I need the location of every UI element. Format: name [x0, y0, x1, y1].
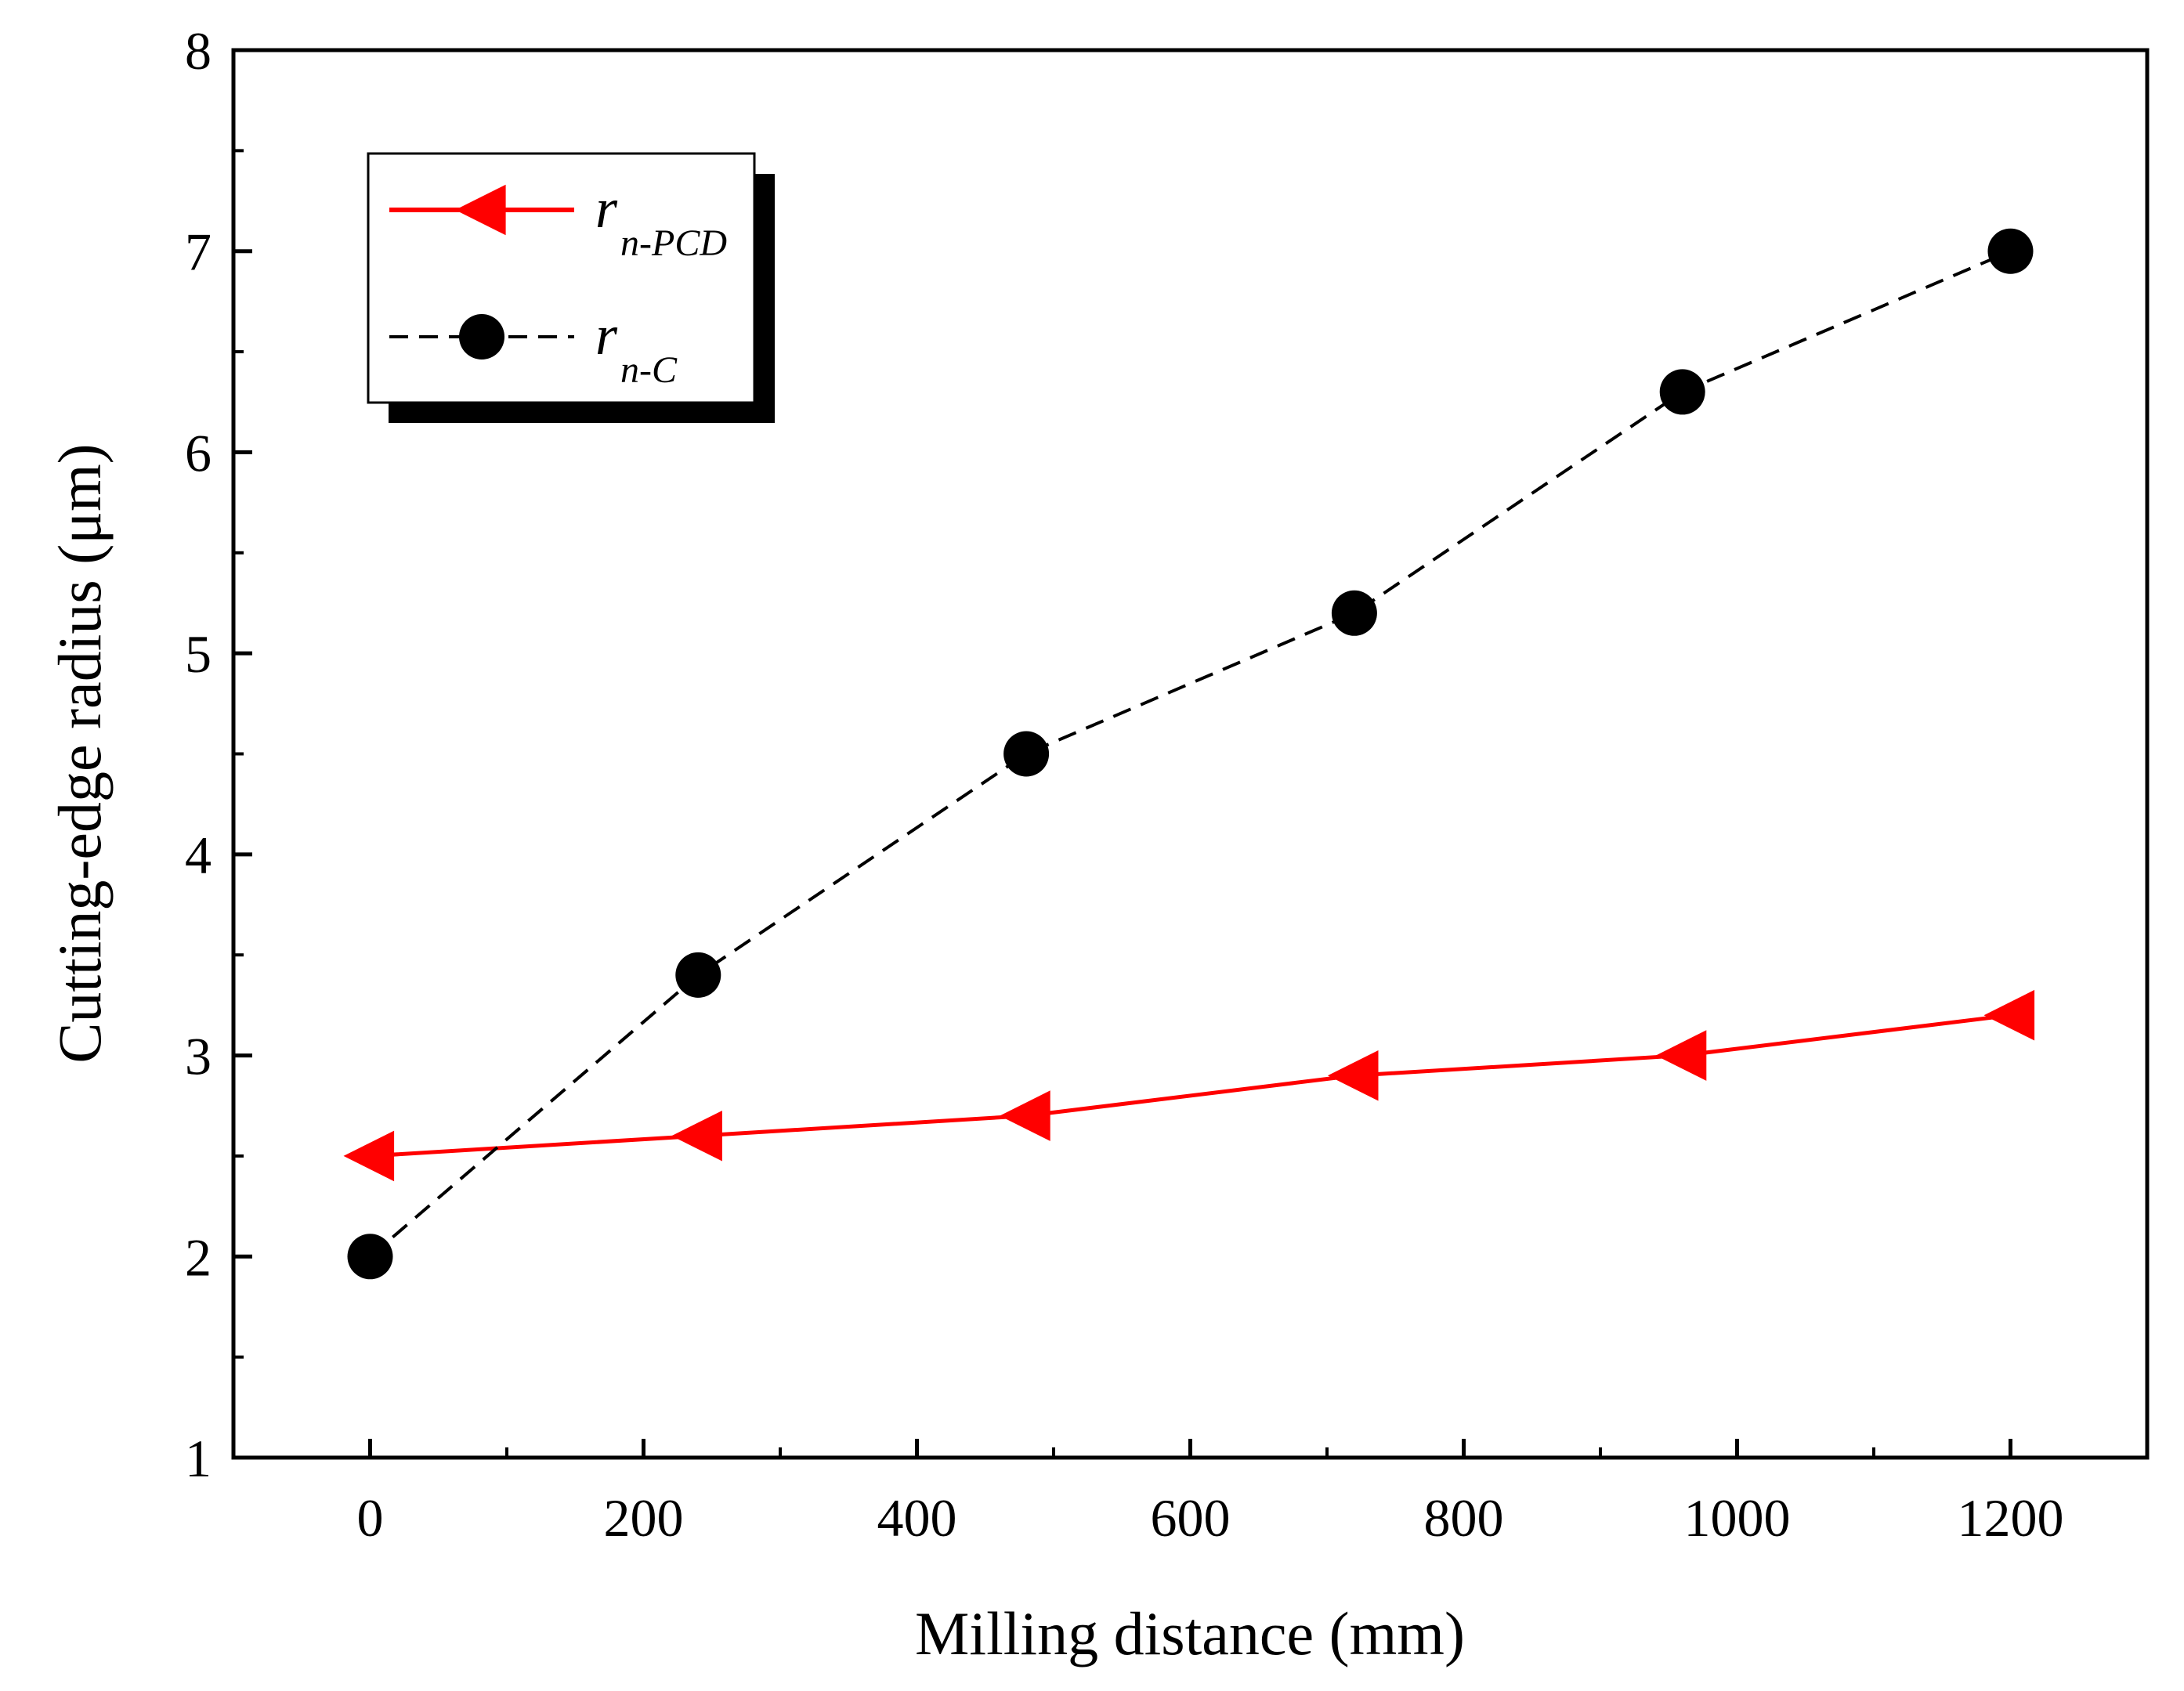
y-tick-label: 2 — [185, 1227, 212, 1287]
data-point — [1000, 1090, 1050, 1141]
series-r-n-pcd — [343, 989, 2035, 1182]
legend-marker-r-n-c — [459, 314, 504, 360]
legend-marker-r-n-pcd — [455, 184, 506, 236]
legend-subscript-r-n-c: n-C — [620, 349, 678, 391]
series-line-r-n-c — [369, 249, 2012, 1258]
y-axis-title: Cutting-edge radius (μm) — [45, 443, 114, 1063]
data-point — [1003, 731, 1050, 777]
y-tick-label: 8 — [185, 21, 212, 81]
data-point — [1983, 989, 2035, 1041]
y-tick-label: 1 — [185, 1429, 212, 1488]
data-point — [1655, 1030, 1707, 1081]
x-tick-label: 1200 — [1958, 1488, 2064, 1548]
data-point — [1331, 590, 1377, 636]
x-tick-label: 0 — [357, 1488, 384, 1548]
data-point — [347, 1234, 393, 1280]
legend-subscript-r-n-pcd: n-PCD — [620, 222, 727, 264]
data-point — [1659, 369, 1705, 415]
data-point — [671, 1110, 722, 1162]
x-tick-label: 400 — [877, 1488, 957, 1548]
y-tick-label: 4 — [185, 826, 212, 885]
x-tick-label: 200 — [604, 1488, 684, 1548]
data-point — [675, 952, 721, 998]
legend-label-r-n-c: rn-C — [595, 304, 678, 391]
series-line-r-n-pcd — [370, 1013, 2011, 1158]
legend-symbol-r-n-c: r — [595, 304, 618, 367]
legend: rn-PCD rn-C — [367, 152, 775, 423]
legend-label-r-n-pcd: rn-PCD — [595, 177, 727, 264]
y-tick-label: 7 — [185, 222, 212, 282]
y-tick-label: 3 — [185, 1027, 212, 1086]
y-tick-label: 5 — [185, 624, 212, 684]
legend-symbol-r-n-pcd: r — [595, 177, 618, 240]
x-axis-title: Milling distance (mm) — [915, 1599, 1465, 1668]
data-series — [343, 228, 2035, 1280]
y-tick-label: 6 — [185, 423, 212, 482]
data-point — [343, 1130, 395, 1182]
axis-ticks: 0 200 400 600 800 1000 1200 1 2 3 4 5 6 7 8 — [185, 21, 2064, 1548]
x-tick-label: 600 — [1151, 1488, 1231, 1548]
data-point — [1327, 1050, 1379, 1101]
data-point — [1987, 228, 2034, 274]
x-tick-label: 800 — [1424, 1488, 1504, 1548]
series-r-n-c — [347, 228, 2034, 1280]
x-tick-label: 1000 — [1684, 1488, 1791, 1548]
legend-box — [367, 152, 756, 404]
